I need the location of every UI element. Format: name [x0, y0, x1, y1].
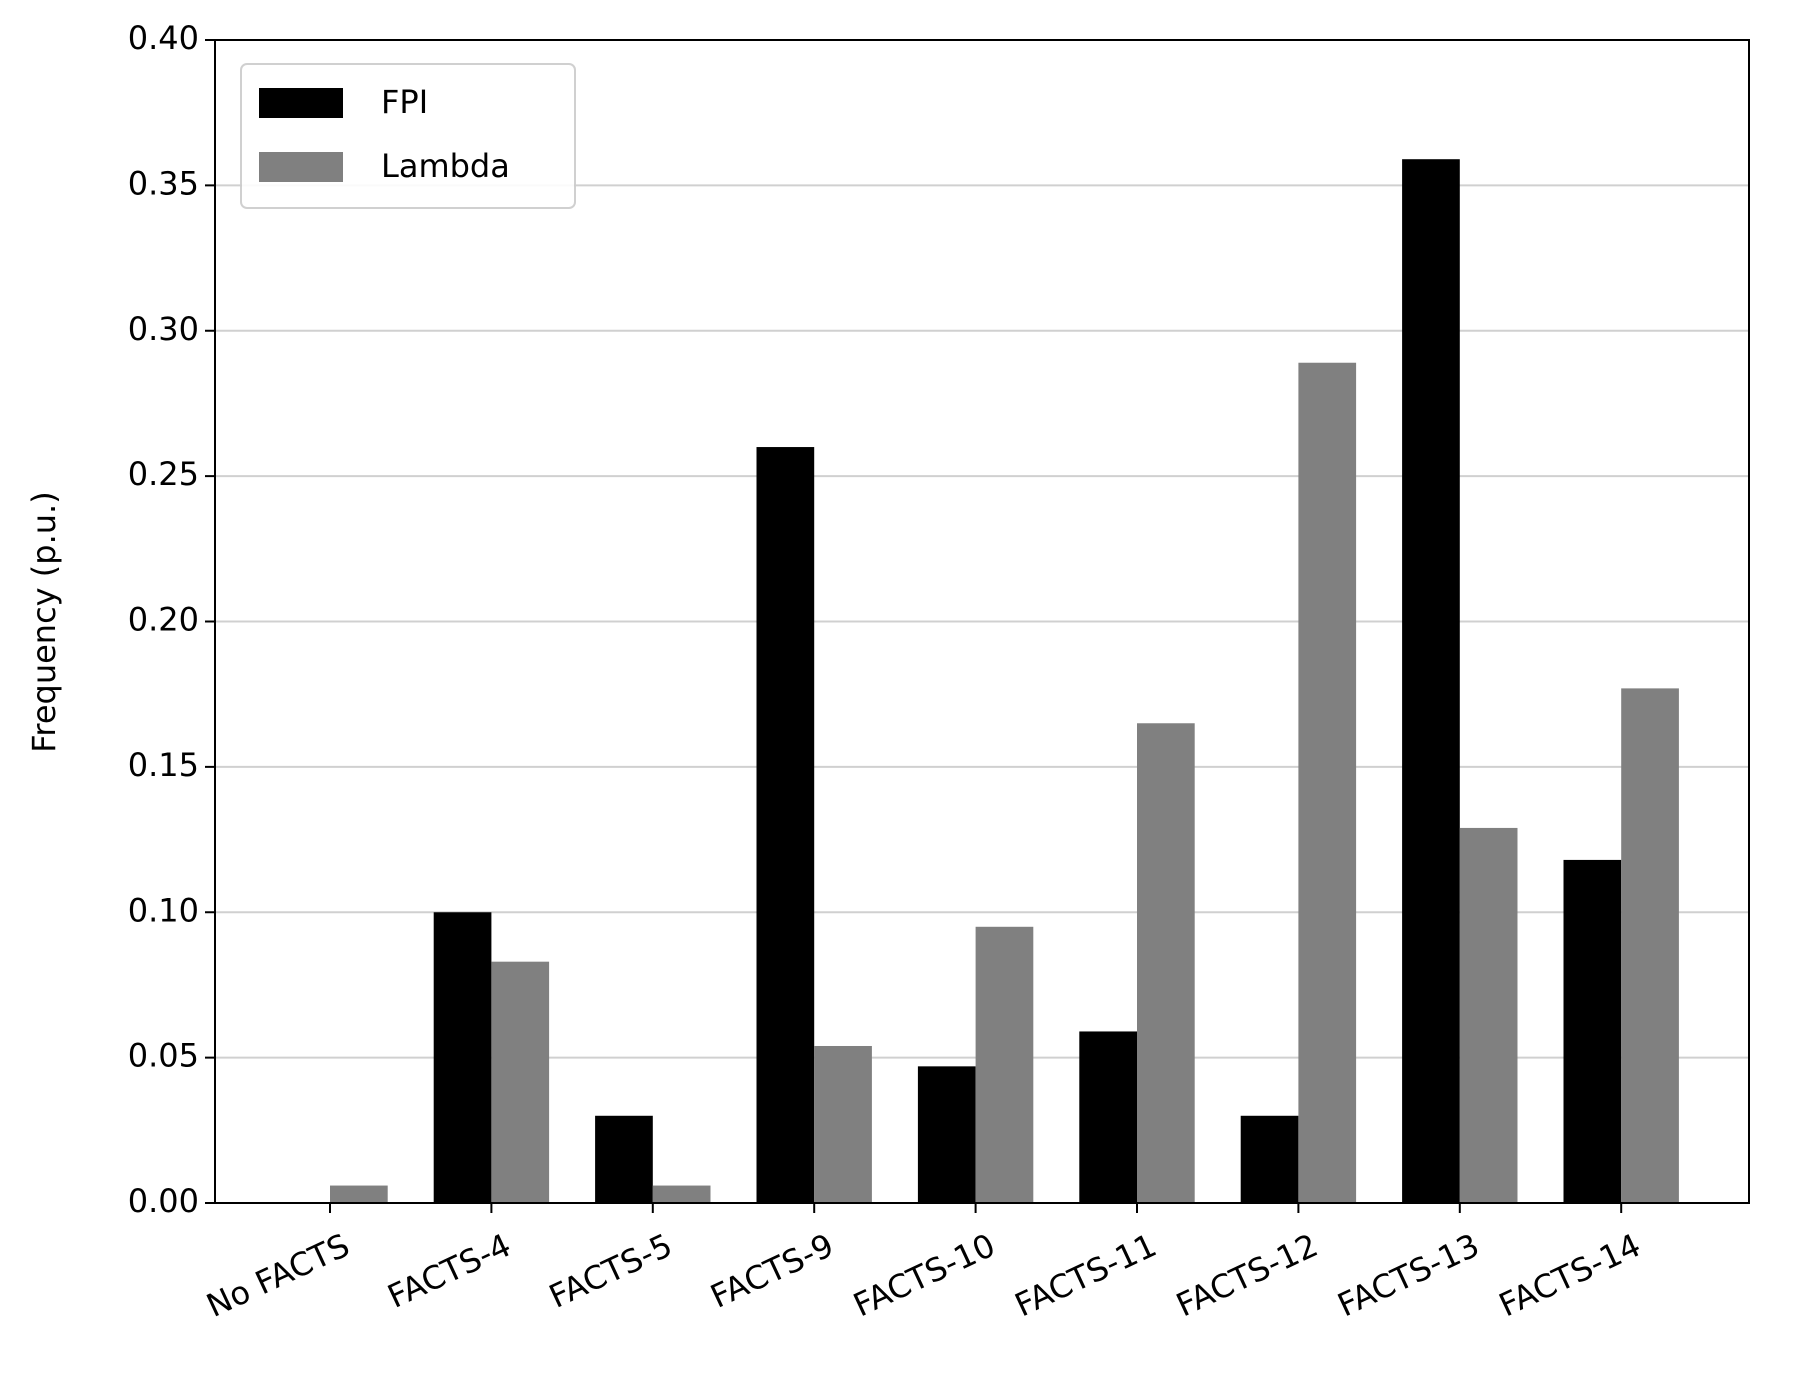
bar: [491, 961, 550, 1203]
legend-swatch: [259, 152, 343, 182]
bar: [1079, 1031, 1137, 1203]
bar: [1137, 723, 1195, 1203]
x-tick-label: FACTS-4: [382, 1226, 517, 1316]
bar: [1298, 362, 1357, 1203]
bar: [433, 912, 492, 1203]
y-tick-label: 0.40: [128, 19, 199, 57]
y-tick-label: 0.00: [128, 1182, 199, 1220]
bar: [814, 1045, 872, 1203]
y-tick-label: 0.25: [128, 455, 199, 493]
x-tick-label: No FACTS: [201, 1226, 355, 1325]
y-tick-label: 0.30: [128, 310, 199, 348]
bar: [652, 1185, 711, 1203]
bar: [1621, 688, 1679, 1203]
y-tick-label: 0.15: [128, 746, 199, 784]
x-tick-label: FACTS-12: [1170, 1226, 1323, 1324]
bar: [975, 926, 1034, 1203]
bar: [917, 1066, 976, 1203]
plot-frame: [214, 39, 1750, 1204]
x-tick-label: FACTS-13: [1332, 1226, 1485, 1324]
legend-label: Lambda: [381, 147, 510, 185]
x-tick-label: FACTS-10: [848, 1226, 1001, 1324]
legend-swatch: [259, 88, 343, 118]
bar: [1402, 159, 1460, 1203]
y-axis-label: Frequency (p.u.): [25, 491, 63, 752]
y-tick-label: 0.10: [128, 891, 199, 929]
x-tick-label: FACTS-11: [1009, 1226, 1162, 1324]
x-tick-label: FACTS-9: [705, 1226, 840, 1316]
x-tick-label: FACTS-14: [1493, 1226, 1646, 1324]
x-tick-label: FACTS-5: [543, 1226, 678, 1316]
bar: [1563, 859, 1622, 1203]
y-tick-label: 0.05: [128, 1037, 199, 1075]
y-tick-label: 0.20: [128, 601, 199, 639]
y-tick-label: 0.35: [128, 164, 199, 202]
bar: [595, 1115, 653, 1203]
bar: [330, 1185, 388, 1203]
bar: [1459, 827, 1518, 1203]
legend-label: FPI: [381, 83, 428, 121]
bar: [756, 447, 815, 1203]
bar: [1240, 1115, 1299, 1203]
